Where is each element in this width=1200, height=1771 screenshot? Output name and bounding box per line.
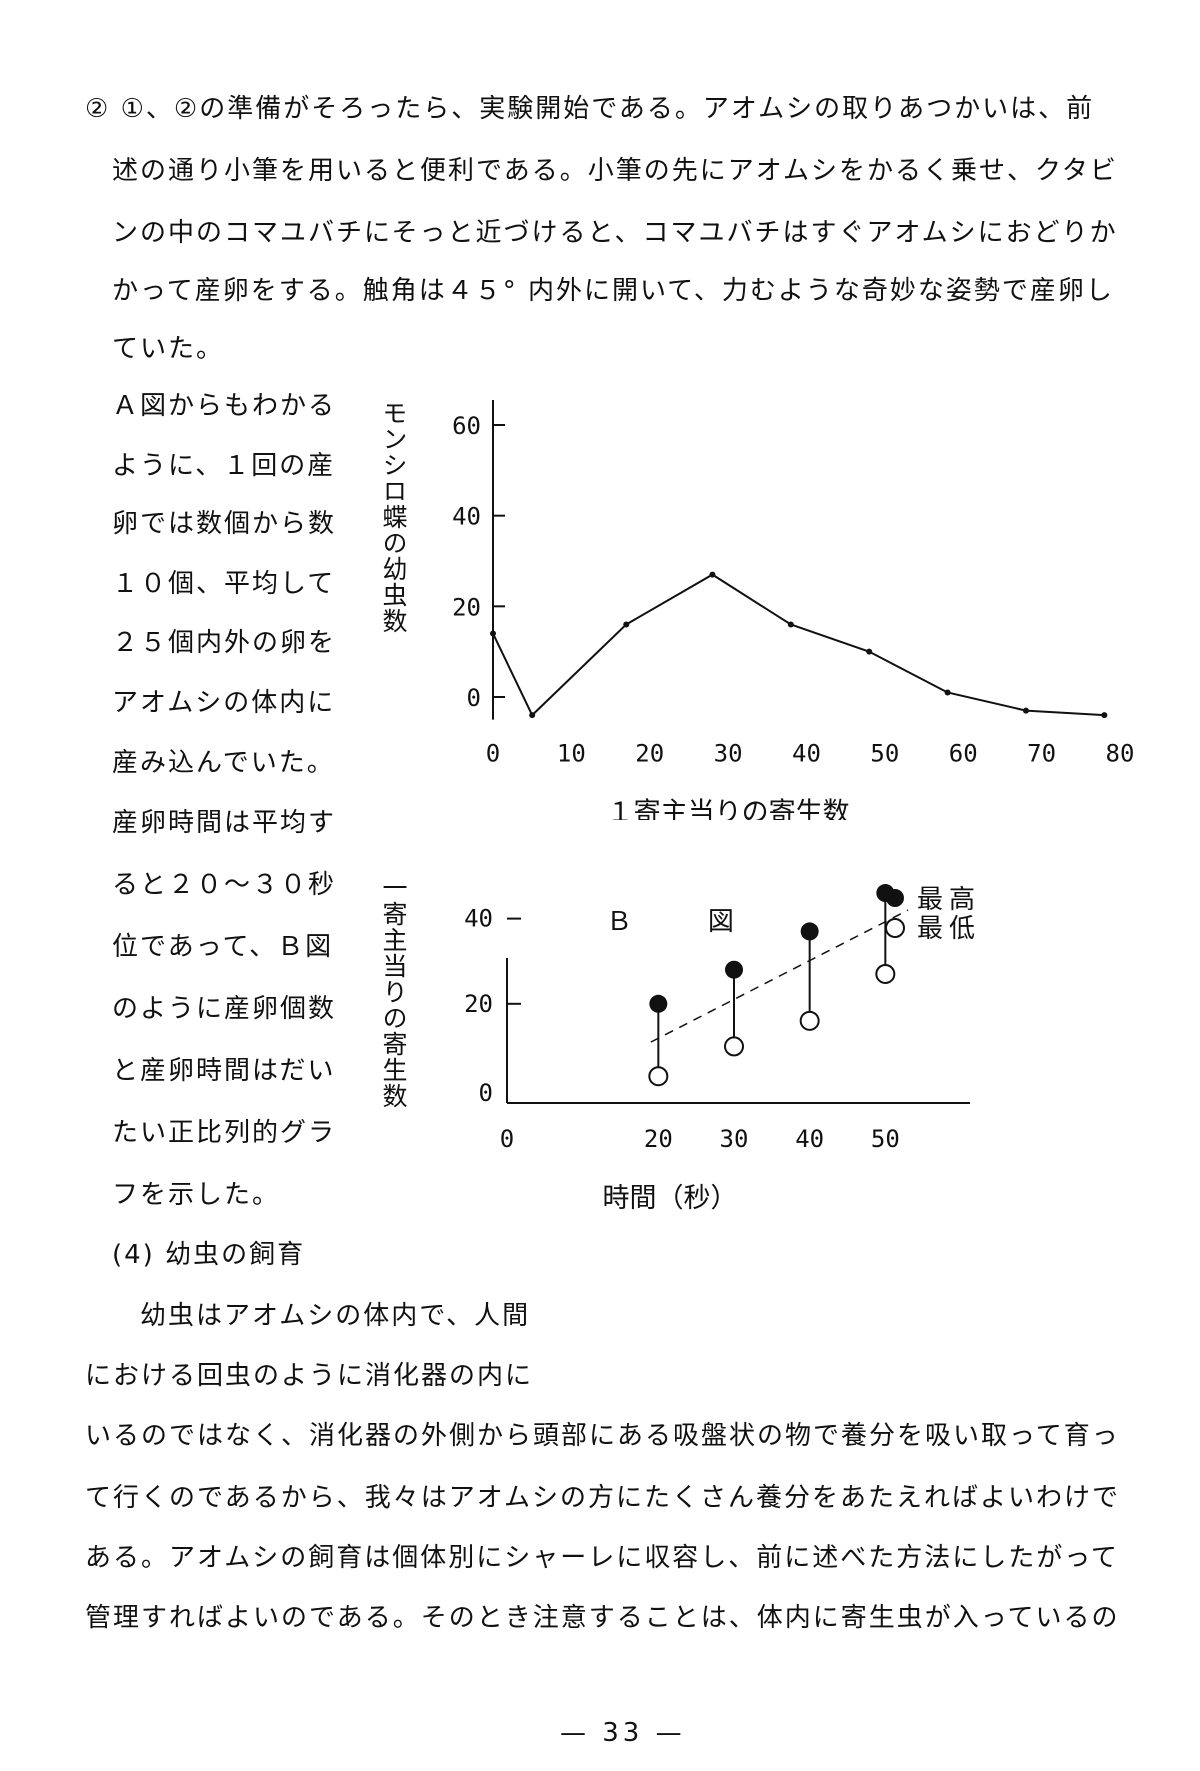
side-text-line: フを示した。 [112, 1180, 281, 1210]
text-line: ていた。 [112, 334, 225, 364]
min-marker [875, 963, 896, 984]
side-text-line: 位であって、Ｂ図 [112, 932, 334, 962]
data-point [1022, 707, 1029, 714]
chart-b-ylabel: 一寄主当りの寄生数 [379, 875, 408, 1109]
data-point [623, 621, 630, 628]
series-line [492, 573, 1105, 717]
x-tick-label: 50 [870, 740, 899, 768]
side-text-line: 卵では数個から数 [112, 509, 337, 539]
x-tick-label: 50 [871, 1125, 900, 1153]
data-point [529, 712, 536, 719]
y-tick-label: 0 [467, 684, 481, 712]
x-tick-label: 70 [1027, 740, 1056, 768]
max-marker [725, 960, 743, 979]
x-tick-label: 20 [644, 1125, 673, 1153]
text-line: いるのではなく、消化器の外側から頭部にある吸盤状の物で養分を吸い取って育っ [85, 1421, 1120, 1451]
side-text-line: のように産卵個数 [112, 994, 337, 1024]
text-line: ② ①、②の準備がそろったら、実験開始である。アオムシの取りあつかいは、前 [85, 94, 1095, 124]
legend-max-marker [886, 889, 904, 907]
x-tick-label: 30 [714, 740, 743, 768]
x-tick-label: 0 [500, 1125, 514, 1153]
legend-max-label: 最高 [917, 885, 981, 915]
min-marker [724, 1036, 744, 1057]
side-text-line: ように、１回の産 [112, 451, 336, 481]
text-line: 幼虫はアオムシの体内で、人間 [140, 1301, 531, 1331]
min-marker [648, 1066, 669, 1087]
y-tick-label: 20 [464, 990, 493, 1018]
chart-title: Ｂ 図 [606, 907, 764, 937]
side-text-line: 産み込んでいた。 [112, 748, 335, 778]
chart-a: 0 20 40 60 0 10 20 30 40 50 60 70 80 １寄主当りの寄生数 [452, 400, 1135, 820]
x-tick-label: 0 [486, 740, 500, 768]
legend-min-label: 最低 [917, 914, 981, 944]
text-line: 管理すればよいのである。そのとき注意することは、体内に寄生虫が入っているの [85, 1603, 1120, 1633]
y-tick-label: 20 [452, 593, 481, 621]
text-line: かって産卵をする。触角は４５° 内外に開いて、力むような奇妙な姿勢で産卵し [112, 276, 1114, 306]
text-line: における回虫のように消化器の内に [85, 1361, 534, 1391]
x-tick-label: 80 [1106, 740, 1135, 768]
chart-a-ylabel: モンシロ蝶の幼虫数 [379, 400, 408, 634]
side-text-line: Ａ図からもわかる [112, 391, 337, 421]
side-text-line: たい正比列的グラ [112, 1118, 337, 1148]
x-axis-label: 時間（秒） [603, 1183, 738, 1214]
max-marker [649, 994, 668, 1013]
min-marker [799, 1010, 820, 1031]
x-tick-label: 30 [720, 1125, 749, 1153]
text-line: て行くのであるから、我々はアオムシの方にたくさん養分をあたえればよいわけで [85, 1483, 1120, 1513]
x-tick-label: 40 [795, 1125, 824, 1153]
y-tick-label: 40 [452, 503, 481, 531]
y-tick-label: 40 [464, 905, 493, 933]
text-line: ある。アオムシの飼育は個体別にシャーレに収容し、前に述べた方法にしたがって [85, 1543, 1119, 1573]
side-text-line: と産卵時間はだい [112, 1056, 336, 1086]
legend-min-marker [885, 918, 905, 938]
data-point [787, 621, 794, 628]
side-text-line: ２５個内外の卵を [112, 628, 337, 658]
text-line: ンの中のコマユバチにそっと近づけると、コマユバチはすぐアオムシにおどりか [112, 218, 1118, 248]
side-text-line: 産卵時間は平均す [112, 808, 337, 838]
data-point [866, 648, 873, 655]
side-text-line: ると２０〜３０秒 [112, 870, 337, 900]
x-tick-label: 10 [557, 740, 586, 768]
text-line: 述の通り小筆を用いると便利である。小筆の先にアオムシをかるく乗せ、クタビ [112, 156, 1118, 186]
side-text-line: アオムシの体内に [112, 688, 336, 718]
side-text-line: １０個、平均して [112, 569, 336, 599]
section-heading: (4) 幼虫の飼育 [112, 1240, 306, 1270]
max-marker [800, 922, 819, 941]
y-tick-label: 0 [479, 1079, 493, 1107]
data-point [709, 571, 716, 578]
x-axis-label: １寄主当りの寄生数 [607, 798, 850, 820]
data-point [944, 689, 951, 696]
trend-line [650, 909, 909, 1043]
data-point [490, 630, 496, 637]
data-point [1101, 712, 1108, 719]
x-tick-label: 40 [792, 740, 821, 768]
x-tick-label: 20 [635, 740, 664, 768]
y-tick-label: 60 [452, 412, 481, 440]
x-tick-label: 60 [949, 740, 978, 768]
page-number: — 33 — [560, 1718, 686, 1748]
